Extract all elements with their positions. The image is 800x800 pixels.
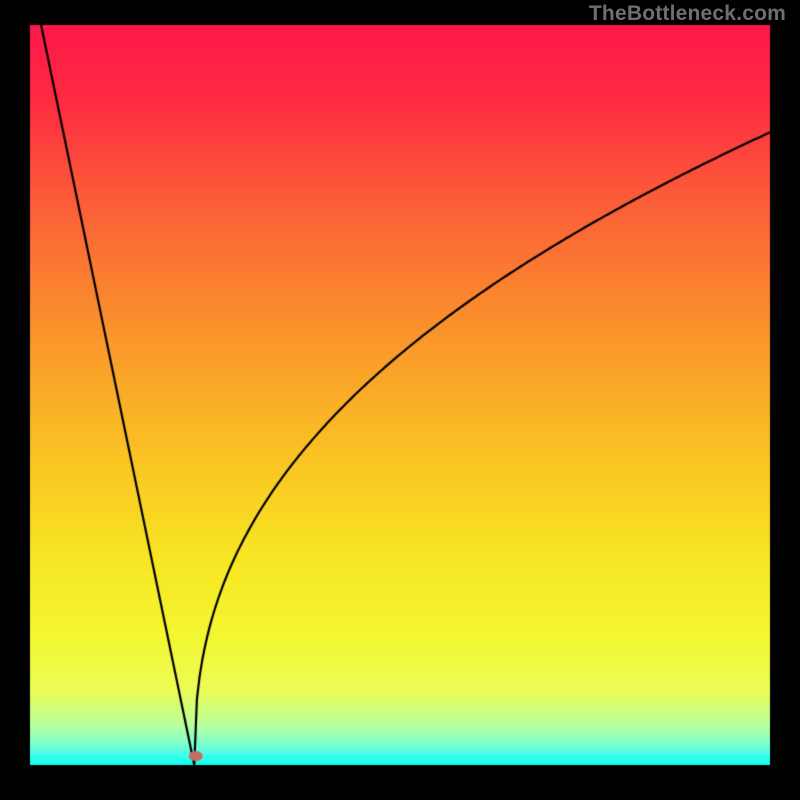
bottleneck-chart-canvas xyxy=(0,0,800,800)
watermark-label: TheBottleneck.com xyxy=(589,2,786,26)
